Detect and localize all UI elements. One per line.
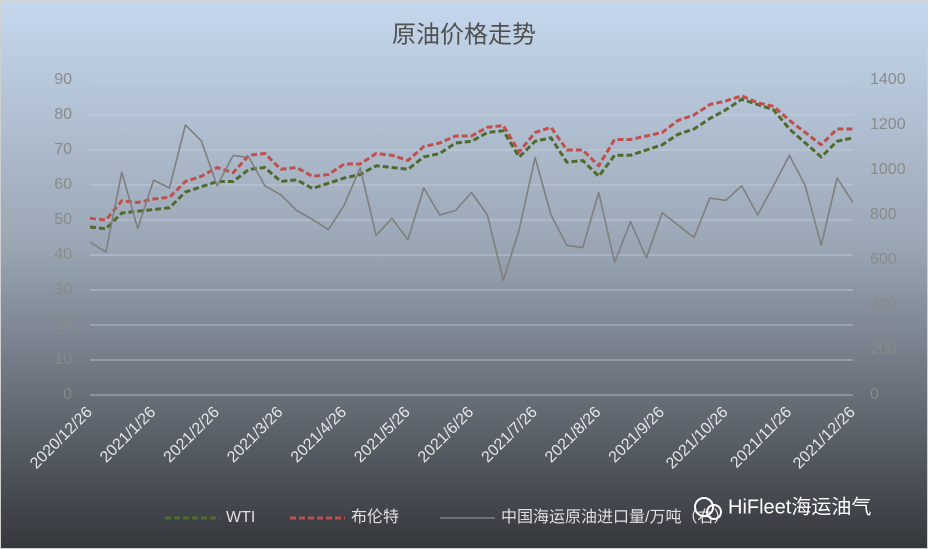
legend-label: 布伦特 — [351, 508, 399, 526]
y-tick-label: 70 — [54, 141, 72, 158]
y2-tick-label: 400 — [870, 296, 897, 313]
y2-tick-label: 200 — [870, 341, 897, 358]
y2-tick-label: 1200 — [870, 116, 906, 133]
chart-title: 原油价格走势 — [392, 21, 536, 48]
y-tick-label: 10 — [54, 351, 72, 368]
y2-tick-label: 600 — [870, 251, 897, 268]
y-tick-label: 0 — [63, 386, 72, 403]
y-tick-label: 60 — [54, 176, 72, 193]
y-tick-label: 80 — [54, 106, 72, 123]
series-line — [89, 94, 853, 222]
legend-label: 中国海运原油进口量/万吨（右） — [501, 508, 729, 526]
watermark-text: HiFleet海运油气 — [728, 495, 871, 518]
y2-tick-label: 0 — [870, 386, 879, 403]
watermark-icon — [706, 504, 722, 520]
y2-tick-label: 1000 — [870, 161, 906, 178]
legend-item: 布伦特 — [290, 508, 399, 526]
watermark-icon — [694, 497, 714, 517]
y2-tick-label: 1400 — [870, 71, 906, 88]
legend-item: WTI — [165, 509, 255, 526]
y-tick-label: 20 — [54, 316, 72, 333]
y-tick-label: 30 — [54, 281, 72, 298]
legend-item: 中国海运原油进口量/万吨（右） — [440, 508, 729, 526]
series-line — [89, 124, 854, 282]
watermark: HiFleet海运油气 — [694, 495, 871, 520]
y2-tick-label: 800 — [870, 206, 897, 223]
legend-label: WTI — [226, 509, 255, 526]
series-line — [89, 97, 854, 231]
y-tick-label: 90 — [54, 71, 72, 88]
y-tick-label: 40 — [54, 246, 72, 263]
y-tick-label: 50 — [54, 211, 72, 228]
